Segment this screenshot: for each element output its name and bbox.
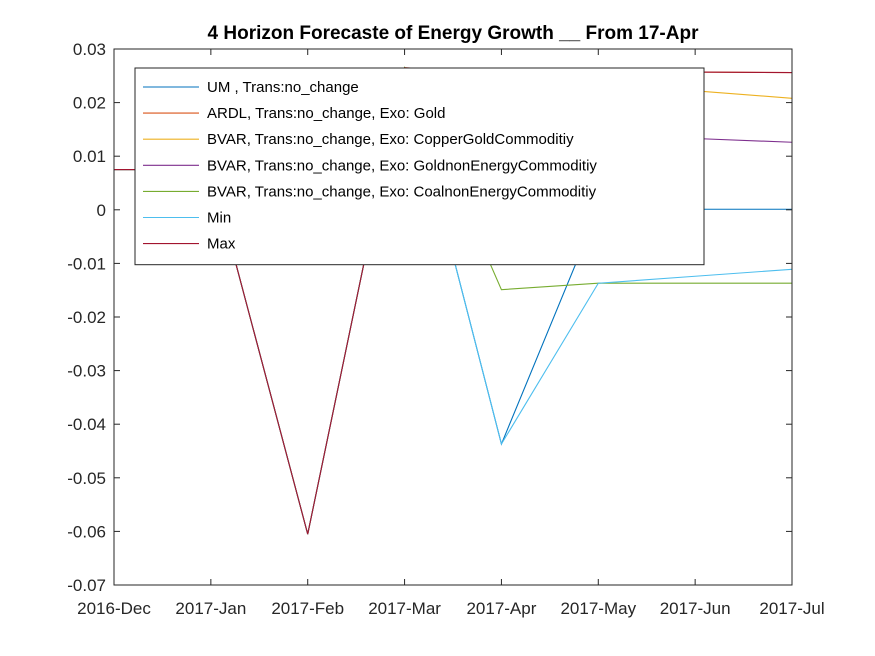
legend-label-4: BVAR, Trans:no_change, Exo: CoalnonEnerg… bbox=[207, 183, 597, 200]
y-tick-label: -0.06 bbox=[67, 522, 106, 541]
legend-label-0: UM , Trans:no_change bbox=[207, 79, 359, 96]
y-tick-label: 0.02 bbox=[73, 94, 106, 113]
legend: UM , Trans:no_change ARDL, Trans:no_chang… bbox=[134, 67, 705, 266]
y-tick-label: 0 bbox=[97, 201, 106, 220]
x-tick-label: 2017-Feb bbox=[271, 599, 344, 618]
x-tick-label: 2017-Jan bbox=[175, 599, 246, 618]
x-tick-label: 2017-Mar bbox=[368, 599, 441, 618]
y-tick-label: -0.03 bbox=[67, 362, 106, 381]
y-tick-label: -0.04 bbox=[67, 415, 106, 434]
axes-layer: -0.07 -0.06 -0.05 -0.04 -0.03 -0.02 -0.01 0 0.01… bbox=[67, 40, 824, 618]
y-tick-label: -0.07 bbox=[67, 576, 106, 595]
x-tick-label: 2017-Jul bbox=[759, 599, 824, 618]
legend-label-6: Max bbox=[207, 236, 236, 253]
y-tick-label: 0.03 bbox=[73, 40, 106, 59]
legend-label-5: Min bbox=[207, 210, 231, 227]
y-tick-label: -0.01 bbox=[67, 254, 106, 273]
x-tick-label: 2017-May bbox=[560, 599, 636, 618]
y-tick-label: 0.01 bbox=[73, 147, 106, 166]
chart-title: 4 Horizon Forecaste of Energy Growth __ … bbox=[208, 23, 700, 44]
legend-label-3: BVAR, Trans:no_change, Exo: GoldnonEnerg… bbox=[207, 157, 597, 174]
x-tick-label: 2016-Dec bbox=[77, 599, 151, 618]
y-tick-label: -0.05 bbox=[67, 469, 106, 488]
x-tick-label: 2017-Jun bbox=[660, 599, 731, 618]
y-tick-label: -0.02 bbox=[67, 308, 106, 327]
legend-label-1: ARDL, Trans:no_change, Exo: Gold bbox=[207, 105, 445, 122]
legend-box bbox=[134, 67, 705, 266]
legend-label-2: BVAR, Trans:no_change, Exo: CopperGoldCo… bbox=[207, 131, 574, 148]
x-tick-label: 2017-Apr bbox=[466, 599, 536, 618]
